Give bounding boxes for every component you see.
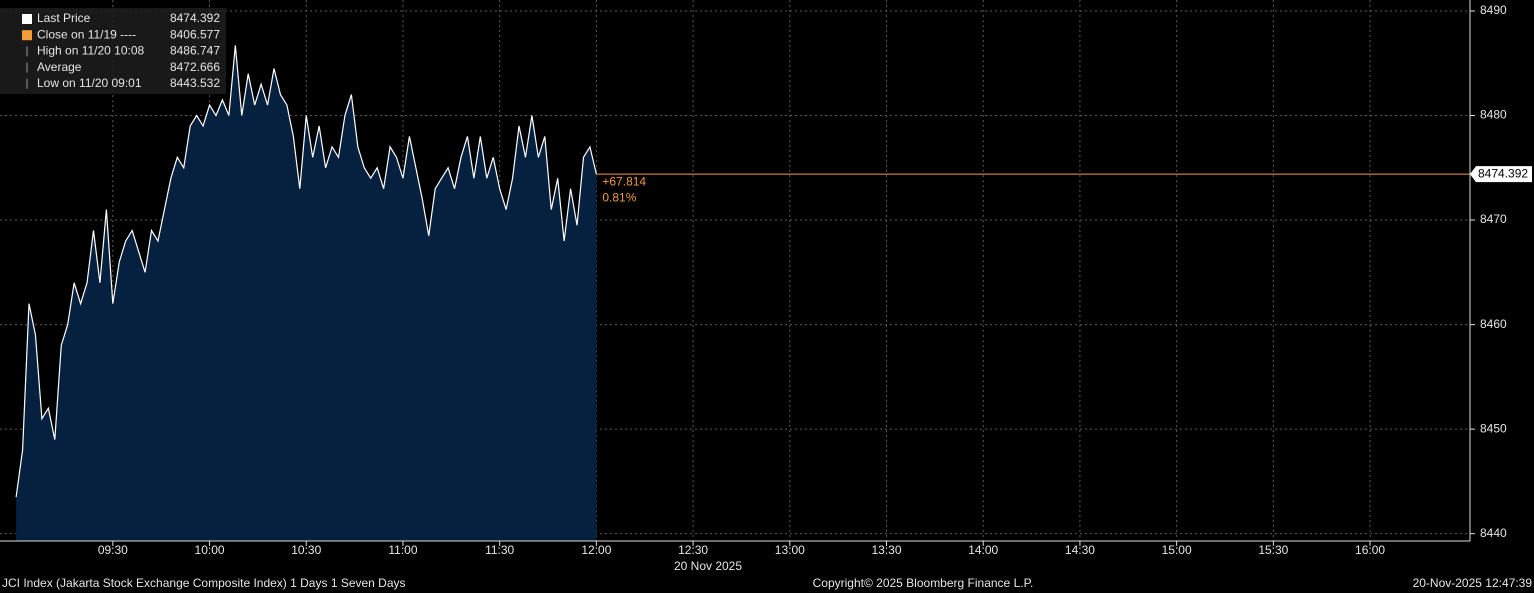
legend-label: Last Price [37,11,91,25]
axes: 8440 8450 8460 8470 8480 8490 09:30 10:00 10:30 1… [98,3,1532,557]
x-tick-label: 11:30 [485,543,514,557]
legend: Last Price 8474.392 Close on 11/19 ---- 840… [22,11,220,90]
date-label: 20 Nov 2025 [674,559,742,573]
plot-area: +67.814 0.81% [15,45,1470,541]
x-tick-label: 14:30 [1065,543,1095,557]
x-tick-label: 12:00 [581,543,611,557]
x-tick-label: 15:30 [1258,543,1288,557]
last-value-tag [1470,166,1532,183]
legend-swatch [22,14,32,24]
x-tick-label: 14:00 [968,543,998,557]
x-tick-label: 16:00 [1355,543,1385,557]
footer-right: 20-Nov-2025 12:47:39 [1413,576,1533,590]
x-tick-label: 15:00 [1162,543,1192,557]
y-tick-label: 8450 [1480,421,1507,435]
area-fill [16,45,597,541]
legend-label: Low on 11/20 09:01 [37,76,142,90]
footer-left: JCI Index (Jakarta Stock Exchange Compos… [2,576,406,590]
legend-label: High on 11/20 10:08 [37,44,145,58]
y-tick-label: 8480 [1480,108,1507,122]
x-tick-label: 12:30 [678,543,708,557]
y-tick-label: 8470 [1480,212,1507,226]
x-tick-label: 11:00 [388,543,417,557]
footer-center: Copyright© 2025 Bloomberg Finance L.P. [813,576,1034,590]
last-value-label: 8474.392 [1478,166,1528,180]
legend-label: Close on 11/19 ---- [37,27,136,41]
x-tick-label: 13:00 [775,543,805,557]
legend-label: Average [37,60,82,74]
y-tick-label: 8460 [1480,317,1507,331]
legend-value: 8472.666 [170,60,220,74]
y-tick-label: 8440 [1480,526,1507,540]
legend-value: 8474.392 [170,11,220,25]
x-tick-label: 10:30 [291,543,321,557]
legend-swatch [22,30,32,41]
change-label: +67.814 [602,174,646,188]
y-tick-label: 8490 [1480,3,1507,17]
legend-box [0,8,226,94]
x-tick-label: 13:30 [871,543,901,557]
legend-value: 8486.747 [170,44,220,58]
x-tick-label: 10:00 [195,543,225,557]
change-pct-label: 0.81% [602,190,636,204]
price-line [15,45,597,498]
x-tick-label: 09:30 [98,543,128,557]
legend-value: 8406.577 [170,27,220,41]
legend-value: 8443.532 [170,76,220,90]
